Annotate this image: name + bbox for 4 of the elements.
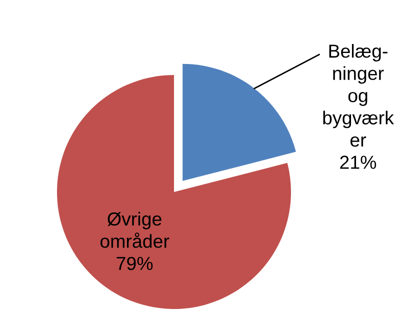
data-label: 21% (340, 156, 376, 169)
slice-label: Øvrige områder (100, 212, 170, 248)
slice-label: Belæg- ninger og bygværk er (323, 44, 394, 147)
data-label: 79% (116, 256, 153, 270)
